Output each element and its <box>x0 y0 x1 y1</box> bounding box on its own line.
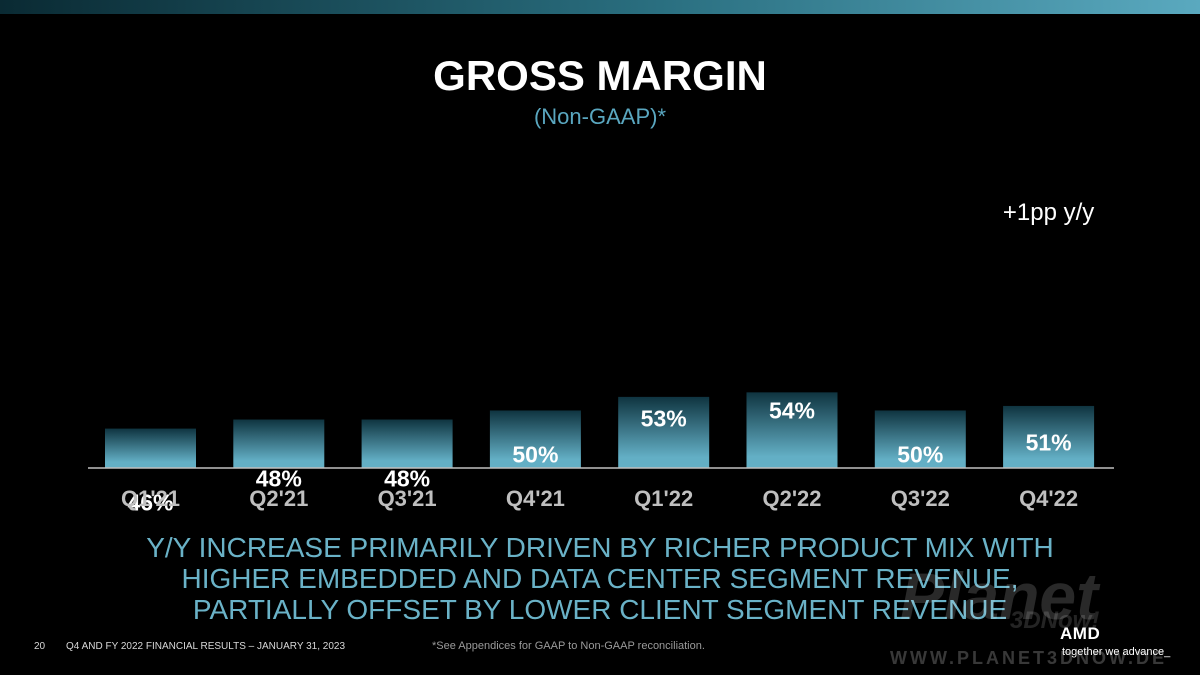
bar-Q3'22 <box>874 410 966 468</box>
data-label: 50% <box>512 441 558 467</box>
headline-text: Y/Y INCREASE PRIMARILY DRIVEN BY RICHER … <box>60 532 1140 625</box>
bar-Q3'21 <box>361 419 453 468</box>
x-tick-label: Q1'22 <box>634 486 693 511</box>
x-tick-label: Q3'21 <box>378 486 437 511</box>
bar-Q4'21 <box>489 410 581 468</box>
data-label: 54% <box>769 397 815 423</box>
data-label: 51% <box>1026 429 1072 455</box>
bar-Q1'22 <box>618 396 710 468</box>
slide-title: GROSS MARGIN <box>433 52 767 99</box>
x-tick-label: Q3'22 <box>891 486 950 511</box>
data-label: 53% <box>641 405 687 431</box>
data-label: 46% <box>127 490 173 516</box>
watermark-url: WWW.PLANET3DNOW.DE <box>890 648 1167 668</box>
footer-title: Q4 AND FY 2022 FINANCIAL RESULTS – JANUA… <box>66 641 346 652</box>
bar-Q4'22 <box>1003 405 1095 468</box>
x-tick-label: Q1'21 <box>121 486 180 511</box>
slide-subtitle: (Non-GAAP)* <box>533 104 667 129</box>
x-tick-label: Q4'21 <box>506 486 565 511</box>
x-tick-label: Q2'22 <box>762 486 821 511</box>
headline-line-3: PARTIALLY OFFSET BY LOWER CLIENT SEGMENT… <box>192 594 1008 625</box>
x-tick-label: Q2'21 <box>249 486 308 511</box>
amd-tagline: together we advance_ <box>1062 646 1171 658</box>
amd-logo: AMD <box>1060 624 1101 643</box>
yoy-annotation: +1pp y/y <box>1003 199 1094 226</box>
headline-line-2: HIGHER EMBEDDED AND DATA CENTER SEGMENT … <box>181 563 1019 594</box>
watermark-3dnow: 3DNow! <box>1010 607 1100 634</box>
footnote: *See Appendices for GAAP to Non-GAAP rec… <box>432 640 705 652</box>
data-label: 48% <box>384 466 430 492</box>
data-label: 50% <box>897 441 943 467</box>
page-number: 20 <box>34 641 46 652</box>
watermark-planet: Planet <box>900 559 1099 633</box>
bar-Q2'22 <box>746 392 838 468</box>
headline-line-1: Y/Y INCREASE PRIMARILY DRIVEN BY RICHER … <box>146 532 1054 563</box>
bar-Q2'21 <box>233 419 325 468</box>
data-label: 48% <box>256 466 302 492</box>
bar-Q1'21 <box>105 428 196 468</box>
top-accent-bar <box>0 0 1200 14</box>
x-tick-label: Q4'22 <box>1019 486 1078 511</box>
